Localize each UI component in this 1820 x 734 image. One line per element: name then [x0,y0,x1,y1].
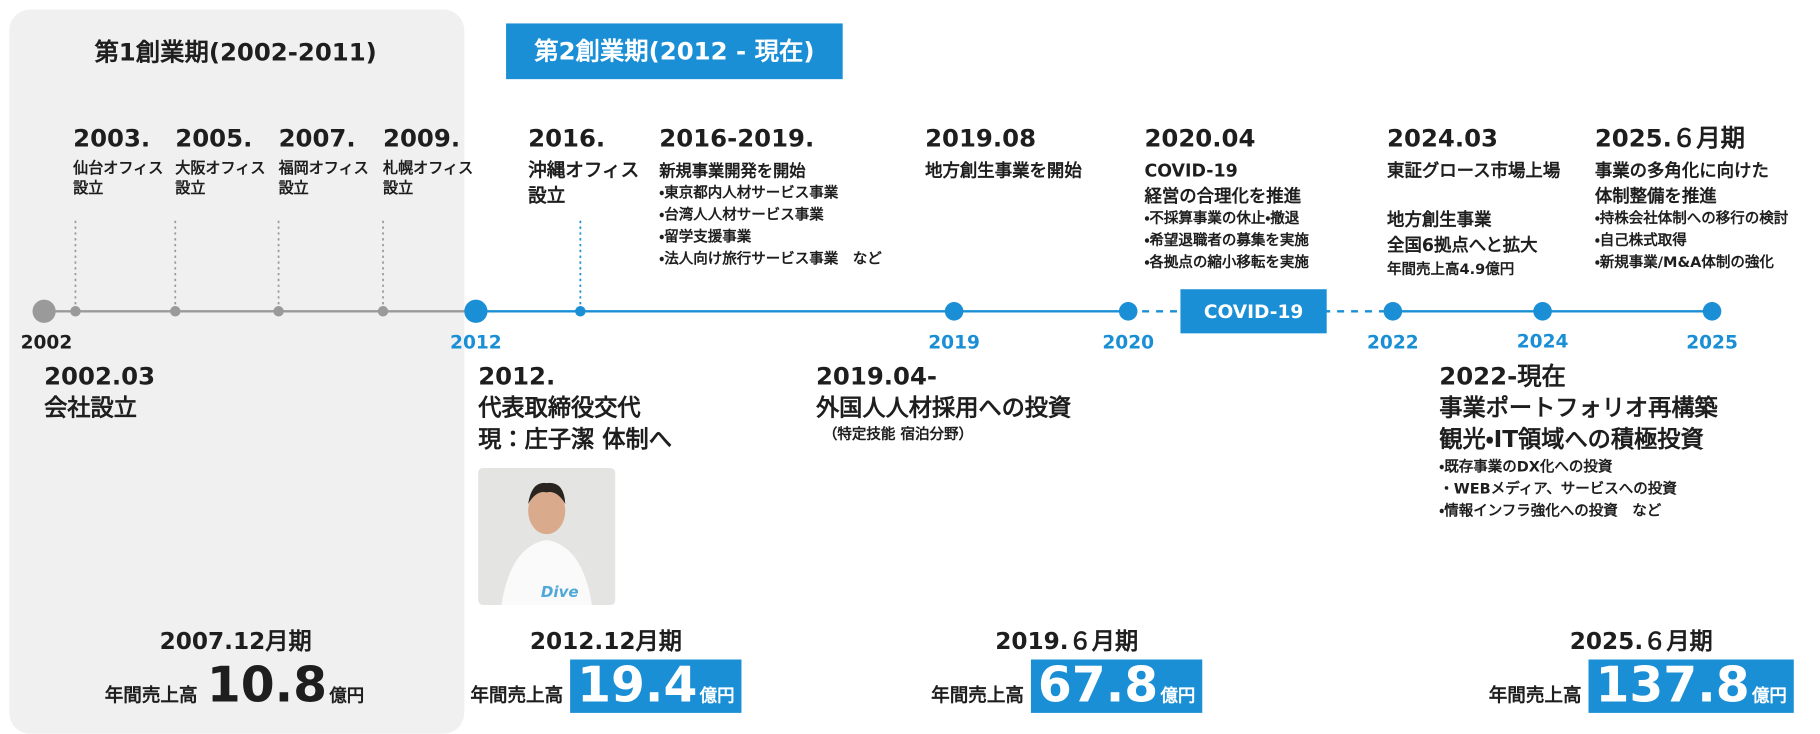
event-title: 2016. [528,123,605,152]
axis-dot [170,306,180,316]
covid-label: COVID-19 [1204,302,1303,323]
era-label: 第1創業期(2002-2011) [94,38,376,67]
event-line: 設立 [528,185,565,207]
year-label: 2024 [1517,331,1569,352]
revenue-amount: 10.8 [207,657,327,713]
axis-dot [575,306,585,316]
event-bullet: ・各拠点の縮小移転を実施 [1144,253,1309,271]
event-bullet: ・自己株式取得 [1595,231,1687,249]
revenue-period: 2019.６月期 [995,628,1138,655]
event-line: 沖縄オフィス [528,160,639,182]
year-dot [464,300,487,323]
event-line: 大阪オフィス [175,159,265,177]
revenue-amount: 19.4 [577,657,697,713]
event-line: 東証グロース市場上場 [1387,161,1561,182]
event-line: 仙台オフィス [72,159,163,177]
event-title: 2003. [73,123,150,152]
event-line: 地方創生事業 [1387,209,1492,230]
event-bullet: ・法人向け旅行サービス事業 など [659,250,882,268]
revenue-unit: 億円 [328,685,364,706]
event-line: 体制整備を推進 [1595,186,1717,207]
photo: Dive [478,468,615,605]
event-line: COVID-19 [1144,162,1237,182]
event-line: 設立 [383,179,413,197]
year-dot [1384,302,1403,321]
axis-dot [273,306,283,316]
event-line: 全国6拠点へと拡大 [1387,235,1538,256]
event-title: 2024.03 [1387,123,1498,152]
event-line: 設立 [279,179,309,197]
event-title: 2005. [175,123,252,152]
era-label: 第2創業期(2012 - 現在) [534,36,814,65]
event-title: 2007. [279,123,356,152]
event-title: 2019.08 [925,123,1036,152]
revenue-period: 2007.12月期 [160,628,312,655]
event-bullet: ・台湾人人材サービス事業 [659,206,824,224]
event-title: 2009. [383,123,460,152]
year-label: 2025 [1686,332,1738,353]
year-dot [1703,302,1722,321]
event-bullet: ・不採算事業の休止・撤退 [1144,209,1299,227]
year-dot [945,302,964,321]
event-bullet: ・情報インフラ強化への投資 など [1439,502,1661,520]
year-dot [1119,302,1138,321]
event-bullet: ・既存事業のDX化への投資 [1439,457,1613,475]
timeline: Dive 第1創業期(2002-2011) 第2創業期(2012 - 現在) COV… [0,0,1820,734]
event-title: 2020.04 [1144,123,1255,152]
revenue-label: 年間売上高 [931,684,1024,706]
event-title: 2002.03 [44,361,155,390]
year-label: 2002 [21,332,73,353]
revenue-period: 2012.12月期 [530,628,682,655]
year-label: 2012 [450,332,502,353]
event-line: 福岡オフィス [278,159,369,177]
year-label: 2020 [1102,332,1154,353]
revenue-label: 年間売上高 [1489,684,1582,706]
event-line: 地方創生事業を開始 [925,161,1082,182]
year-label: 2019 [928,332,980,353]
revenue-label: 年間売上高 [105,684,198,706]
event-line: 観光・IT領域への積極投資 [1439,426,1704,453]
event-line: 会社設立 [44,395,137,422]
revenue-period: 2025.６月期 [1570,628,1713,655]
event-title: 2016-2019. [659,123,814,152]
event-note: （特定技能 宿泊分野） [823,425,973,443]
axis-dot [378,306,388,316]
event-line: 新規事業開発を開始 [658,162,806,181]
revenue-amount: 67.8 [1038,657,1158,713]
year-dot [33,300,56,323]
event-line: 現：庄子潔 体制へ [478,426,672,453]
revenue-label: 年間売上高 [470,684,563,706]
event-line: 外国人人材採用への投資 [815,395,1072,422]
event-title: 2025.６月期 [1595,123,1745,152]
event-line: 設立 [73,179,103,197]
event-line: 経営の合理化を推進 [1143,186,1301,207]
page: { "eras": [ {"label": "第1創業期(2002-2011)"… [0,0,1820,734]
revenue-unit: 億円 [1159,685,1195,706]
event-bullet: ・新規事業/M&A体制の強化 [1595,253,1775,271]
event-title: 2022-現在 [1439,361,1566,390]
event-title: 2019.04- [816,361,937,390]
event-line: 代表取締役交代 [477,395,641,422]
event-line: 事業の多角化に向けた [1595,161,1769,182]
axis-dot [70,306,80,316]
year-dot [1533,302,1552,321]
event-bullet: ・東京都内人材サービス事業 [659,184,838,202]
year-label: 2022 [1367,332,1419,353]
event-bullet: ・WEBメディア、サービスへの投資 [1439,480,1677,498]
event-note: 年間売上高4.9億円 [1387,260,1514,278]
event-line: 設立 [175,179,205,197]
event-bullet: ・持株会社体制への移行の検討 [1595,209,1789,227]
event-title: 2012. [478,361,555,390]
revenue-amount: 137.8 [1595,657,1749,713]
revenue-unit: 億円 [1751,685,1787,706]
event-line: 札幌オフィス [382,159,473,177]
svg-text:Dive: Dive [541,583,579,601]
revenue-unit: 億円 [699,685,735,706]
event-bullet: ・留学支援事業 [659,228,751,246]
event-line: 事業ポートフォリオ再構築 [1439,395,1718,422]
event-bullet: ・希望退職者の募集を実施 [1144,231,1309,249]
